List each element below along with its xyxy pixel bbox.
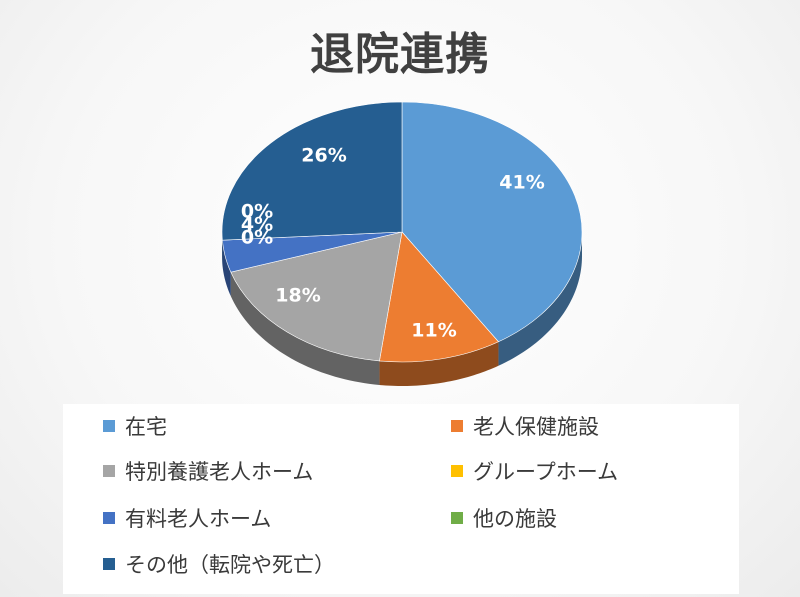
data-label-1: 11% bbox=[411, 320, 456, 342]
legend-label-5: 他の施設 bbox=[473, 507, 557, 531]
legend-item-2: 特別養護老人ホーム bbox=[103, 456, 313, 486]
data-label-3: 0% bbox=[241, 201, 273, 223]
legend-swatch-5 bbox=[451, 512, 463, 524]
legend-item-0: 在宅 bbox=[103, 411, 167, 441]
data-label-6: 26% bbox=[301, 145, 346, 167]
legend-item-4: 有料老人ホーム bbox=[103, 503, 271, 533]
pie-side-2 bbox=[230, 272, 380, 385]
pie-slice-0[interactable] bbox=[401, 101, 583, 343]
legend-swatch-1 bbox=[451, 420, 463, 432]
legend-item-6: その他（転院や死亡） bbox=[103, 549, 335, 579]
pie-slice-2[interactable] bbox=[230, 231, 403, 362]
legend-label-3: グループホーム bbox=[473, 460, 619, 484]
legend: 在宅 老人保健施設特別養護老人ホーム グループホーム有料老人ホーム 他の施設その他（転… bbox=[63, 404, 739, 594]
legend-label-6: その他（転院や死亡） bbox=[125, 553, 335, 577]
pie-slice-6[interactable] bbox=[221, 101, 403, 241]
data-label-4: 4% bbox=[241, 214, 273, 236]
data-label-2: 18% bbox=[275, 285, 320, 307]
legend-label-1: 老人保健施設 bbox=[473, 415, 599, 439]
legend-label-0: 在宅 bbox=[125, 415, 167, 439]
legend-swatch-2 bbox=[103, 465, 115, 477]
pie-side-0 bbox=[498, 232, 582, 366]
data-label-0: 41% bbox=[499, 172, 544, 194]
legend-swatch-0 bbox=[103, 420, 115, 432]
legend-swatch-3 bbox=[451, 465, 463, 477]
data-label-5: 0% bbox=[241, 227, 273, 249]
legend-label-2: 特別養護老人ホーム bbox=[125, 460, 314, 484]
legend-item-5: 他の施設 bbox=[451, 503, 557, 533]
chart-title: 退院連携 bbox=[310, 29, 490, 80]
pie-slice-1[interactable] bbox=[379, 231, 499, 363]
legend-swatch-4 bbox=[103, 512, 115, 524]
legend-swatch-6 bbox=[103, 558, 115, 570]
legend-item-1: 老人保健施設 bbox=[451, 411, 599, 441]
legend-label-4: 有料老人ホーム bbox=[125, 507, 272, 531]
legend-item-3: グループホーム bbox=[451, 456, 618, 486]
